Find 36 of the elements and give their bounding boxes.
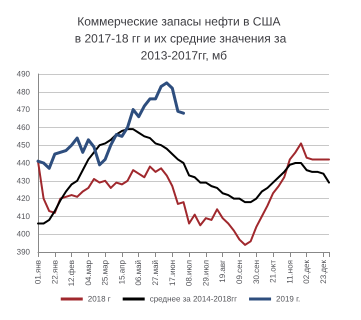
x-tick-label: 25.мар	[100, 259, 110, 286]
x-tick-label: 08.июл	[184, 260, 194, 286]
line-series	[37, 142, 330, 246]
x-tick-label: 19.авг	[218, 260, 228, 283]
x-tick-label: 09.сен	[234, 260, 244, 284]
x-tick-label: 12.фев	[67, 260, 76, 286]
y-tick-label: 390	[16, 248, 31, 256]
x-tick-label: 27.май	[151, 260, 160, 286]
x-tick-label: 29.июл	[201, 260, 210, 286]
y-tick-label: 410	[16, 212, 31, 221]
x-tick-label: 22.янв	[50, 260, 60, 284]
chart-title: Коммерческие запасы нефти в США в 2017-18 гг и их средние значения за 2013-2017гг, мб	[74, 14, 287, 62]
x-tick-label: 11.ноя	[285, 260, 294, 284]
y-tick-label: 430	[16, 176, 31, 186]
x-tick-label: 30.сен	[252, 260, 261, 284]
legend-label: 2019 г.	[276, 294, 300, 304]
y-tick-label: 490	[16, 70, 31, 78]
y-tick-label: 460	[16, 122, 31, 132]
legend-label: 2018 г	[88, 294, 111, 304]
y-tick-label: 480	[16, 87, 31, 96]
x-tick-label: 01.янв	[34, 260, 42, 284]
x-tick-label: 17.июн	[168, 260, 177, 286]
y-tick-label: 420	[16, 194, 31, 204]
x-tick-label: 15.апр	[117, 259, 126, 284]
x-tick-label: 04.мар	[84, 259, 93, 286]
legend-label: среднее за 2014-2018гг	[150, 294, 238, 304]
x-tick-label: 21.окт	[268, 260, 278, 283]
y-tick-label: 450	[16, 140, 31, 150]
y-tick-label: 440	[16, 158, 31, 168]
x-tick-label: 23.дек	[318, 260, 328, 284]
y-tick-label: 470	[16, 105, 31, 114]
x-tick-label: 06.май	[134, 260, 144, 286]
line-series	[36, 81, 185, 170]
y-tick-label: 400	[16, 230, 31, 239]
x-tick-label: 02.дек	[302, 260, 312, 284]
line-series	[37, 128, 330, 225]
